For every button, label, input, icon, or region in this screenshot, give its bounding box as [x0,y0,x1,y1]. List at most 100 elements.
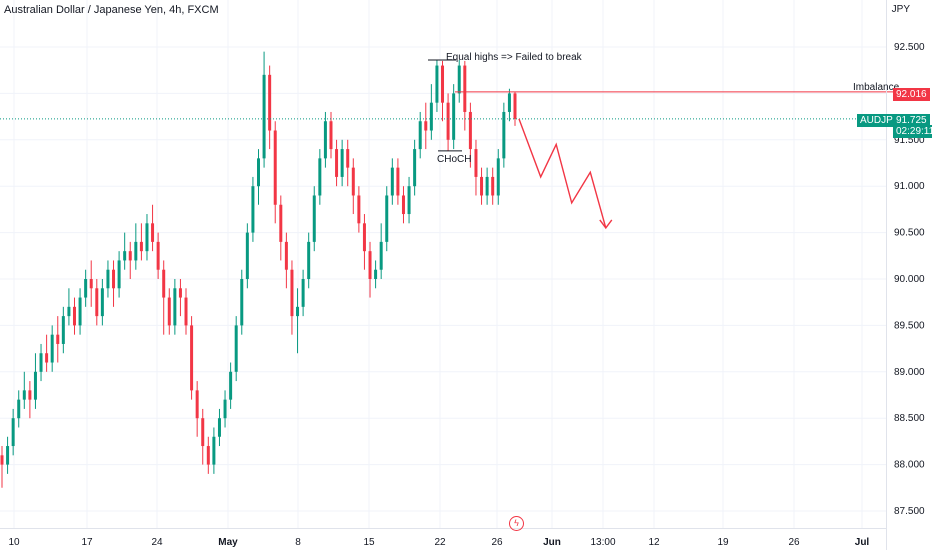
candle-body [178,288,182,298]
candle [128,241,132,279]
price-tick-label: 89.000 [894,367,925,378]
candle-body [201,418,205,447]
candle-body [301,279,305,307]
candle-body [323,121,327,159]
candle-body [56,334,60,344]
candle-body [312,195,316,242]
candle-body [162,269,166,298]
choch-label: CHoCH [437,154,472,165]
candle-body [290,269,294,317]
candle-body [424,121,428,131]
price-tick-label: 92.500 [894,42,925,53]
candle [78,288,82,335]
candle [357,186,361,233]
candle-body [452,93,456,140]
candle-body [106,269,110,289]
price-tick-label: 88.500 [894,413,925,424]
candle-body [151,223,155,242]
candle-body [385,195,389,242]
candle-body [429,102,433,131]
candle [290,260,294,335]
price-tick-label: 88.000 [894,460,925,471]
candle-body [11,418,15,447]
candle [50,325,54,372]
candle [100,279,104,326]
candle [0,446,4,488]
candle [284,232,288,289]
candle [351,158,355,215]
candle [446,93,450,151]
candle [491,167,495,205]
candle-body [468,111,472,150]
projection-path [518,118,607,229]
candle [39,343,43,382]
price-tick-label: 89.500 [894,320,925,331]
candle [72,297,76,335]
candle-body [117,260,121,289]
candle [223,390,227,428]
candle [374,260,378,289]
candle [217,408,221,447]
candle [301,269,305,317]
candle-body [145,223,149,252]
time-tick-label: 17 [81,537,93,548]
candle [151,204,155,252]
imbalance-price-tag: 92.016 [893,88,930,101]
candle [507,88,511,122]
candle-body [279,204,283,242]
candle [362,214,366,270]
candle [502,102,506,168]
candle [84,269,88,307]
candle-body [362,223,366,252]
time-tick-label: 12 [648,537,660,548]
last-price-tag: 91.725 [893,114,930,127]
candle-body [184,297,188,326]
candle-body [234,325,238,372]
candle [195,381,199,437]
candle-body [401,195,405,215]
candle-body [195,390,199,419]
candle-body [84,279,88,298]
currency-label: JPY [891,4,910,15]
candle-body [474,149,478,177]
candle [452,84,456,150]
candle-body [123,251,127,261]
candle-body [17,399,21,419]
candle-body [357,195,361,224]
candle-body [72,306,76,326]
candle [480,167,484,205]
candle [67,288,71,326]
price-tick-label: 87.500 [894,506,925,517]
candle-body [284,241,288,270]
candle-body [78,297,82,326]
candle [95,279,99,326]
time-tick-label: 19 [717,537,729,548]
candle [335,139,339,187]
price-axis[interactable]: 92.50092.00091.50091.00090.50090.00089.5… [894,42,925,517]
candle-body [6,446,10,465]
candle-body [112,269,116,289]
candle-body [396,167,400,196]
candle [184,288,188,335]
candle [463,60,467,131]
candle-body [173,288,177,326]
price-tick-label: 90.000 [894,274,925,285]
candle [17,390,21,428]
candle [379,223,383,279]
candle [134,223,138,270]
candle [123,232,127,270]
candle [173,279,177,335]
time-tick-label: May [218,537,238,548]
candle-body [212,436,216,465]
lightning-event-icon[interactable]: ϟ [509,516,524,531]
candle [279,195,283,261]
candle [45,334,49,372]
time-axis[interactable]: 10 17 24 May 8 15 22 26 Jun 13:00 12 19 26 Jul [8,537,869,548]
candle [61,306,65,354]
candle [323,111,327,168]
candles [0,51,517,488]
candle-body [446,102,450,140]
candle-body [223,399,227,419]
candle [296,288,300,354]
